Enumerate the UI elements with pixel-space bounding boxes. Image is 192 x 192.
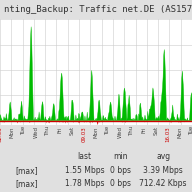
Text: 0 bps: 0 bps bbox=[110, 179, 132, 188]
Text: Sat: Sat bbox=[70, 126, 74, 135]
Text: last: last bbox=[77, 152, 92, 161]
Text: Mon: Mon bbox=[94, 126, 98, 137]
Text: Mon: Mon bbox=[9, 126, 15, 137]
Text: Thu: Thu bbox=[129, 126, 135, 136]
Text: avg: avg bbox=[156, 152, 170, 161]
Text: Wed: Wed bbox=[118, 126, 122, 138]
Text: nting_Backup: Traffic net.DE (AS15743): nting_Backup: Traffic net.DE (AS15743) bbox=[4, 5, 192, 14]
Text: 0 bps: 0 bps bbox=[110, 166, 132, 175]
Text: Wed: Wed bbox=[33, 126, 39, 138]
Text: 09.03: 09.03 bbox=[81, 126, 87, 142]
Text: Fri: Fri bbox=[142, 126, 146, 132]
Text: Tue: Tue bbox=[105, 126, 111, 135]
Text: [max]: [max] bbox=[15, 166, 38, 175]
Text: Mon: Mon bbox=[177, 126, 183, 137]
Text: Fri: Fri bbox=[57, 126, 63, 132]
Text: [max]: [max] bbox=[15, 179, 38, 188]
Text: 02.03: 02.03 bbox=[0, 126, 2, 142]
Text: 3.39 Mbps: 3.39 Mbps bbox=[143, 166, 183, 175]
Text: Thu: Thu bbox=[46, 126, 50, 136]
Text: 1.55 Mbps: 1.55 Mbps bbox=[65, 166, 104, 175]
Text: Tue: Tue bbox=[22, 126, 26, 135]
Text: 1.78 Mbps: 1.78 Mbps bbox=[65, 179, 104, 188]
Text: Sat: Sat bbox=[153, 126, 159, 135]
Text: min: min bbox=[114, 152, 128, 161]
Text: Tue: Tue bbox=[190, 126, 192, 135]
Text: 712.42 Kbps: 712.42 Kbps bbox=[139, 179, 187, 188]
Text: 16.03: 16.03 bbox=[166, 126, 170, 142]
